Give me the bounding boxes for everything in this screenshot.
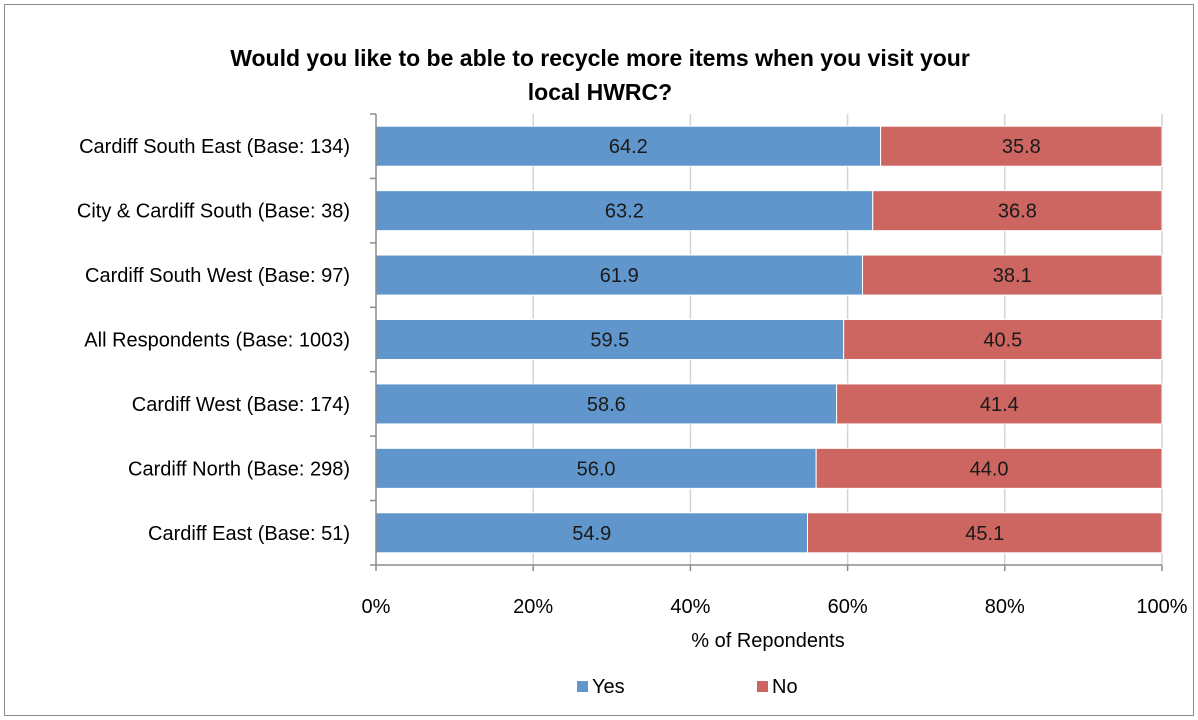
- data-label-no-3: 40.5: [983, 330, 1022, 352]
- category-label-2: Cardiff South West (Base: 97): [85, 265, 350, 287]
- x-tick-label: 20%: [513, 596, 553, 618]
- category-label-0: Cardiff South East (Base: 134): [79, 136, 350, 158]
- category-label-6: Cardiff East (Base: 51): [148, 523, 350, 545]
- bar-yes-2: [375, 254, 864, 296]
- data-label-no-4: 41.4: [980, 394, 1019, 416]
- x-tick-labels: 0% 20% 40% 60% 80% 100%: [362, 596, 1188, 618]
- axes: [370, 113, 1163, 571]
- x-tick-label: 40%: [670, 596, 710, 618]
- chart-title-line-2: local HWRC?: [528, 79, 672, 105]
- bar-yes-1: [375, 190, 874, 232]
- x-tick-label: 60%: [828, 596, 868, 618]
- data-label-no-6: 45.1: [965, 523, 1004, 545]
- data-label-yes-2: 61.9: [600, 265, 639, 287]
- legend-label-no: No: [772, 676, 798, 698]
- data-label-yes-4: 58.6: [587, 394, 626, 416]
- data-label-yes-0: 64.2: [609, 136, 648, 158]
- data-label-no-5: 44.0: [970, 458, 1009, 480]
- legend-swatch-no: [757, 681, 768, 692]
- data-label-yes-1: 63.2: [605, 201, 644, 223]
- bar-no-6: [807, 512, 1163, 554]
- category-label-5: Cardiff North (Base: 298): [128, 458, 350, 480]
- bar-no-5: [815, 447, 1163, 489]
- legend: Yes No: [577, 676, 798, 698]
- data-label-no-2: 38.1: [993, 265, 1032, 287]
- category-label-4: Cardiff West (Base: 174): [132, 394, 350, 416]
- bar-no-4: [836, 383, 1163, 425]
- data-label-no-1: 36.8: [998, 201, 1037, 223]
- bar-no-0: [880, 125, 1163, 167]
- category-label-3: All Respondents (Base: 1003): [84, 330, 350, 352]
- data-label-no-0: 35.8: [1002, 136, 1041, 158]
- chart-title-line-1: Would you like to be able to recycle mor…: [230, 45, 970, 71]
- legend-swatch-yes: [577, 681, 588, 692]
- category-labels: Cardiff South East (Base: 134) City & Car…: [77, 136, 350, 545]
- data-label-yes-3: 59.5: [590, 330, 629, 352]
- x-axis-label: % of Repondents: [691, 630, 844, 652]
- data-label-yes-6: 54.9: [572, 523, 611, 545]
- bar-yes-4: [375, 383, 838, 425]
- legend-label-yes: Yes: [592, 676, 625, 698]
- bars: [375, 125, 1163, 554]
- category-label-1: City & Cardiff South (Base: 38): [77, 201, 350, 223]
- data-label-yes-5: 56.0: [577, 458, 616, 480]
- x-tick-label: 0%: [362, 596, 391, 618]
- x-tick-label: 80%: [985, 596, 1025, 618]
- bar-no-3: [843, 319, 1163, 360]
- bar-no-1: [872, 190, 1163, 232]
- x-tick-label: 100%: [1136, 596, 1187, 618]
- data-labels: 64.2 35.8 63.2 36.8 61.9 38.1 59.5 40.5 58.6 41.4…: [572, 136, 1040, 545]
- bar-no-2: [862, 254, 1163, 296]
